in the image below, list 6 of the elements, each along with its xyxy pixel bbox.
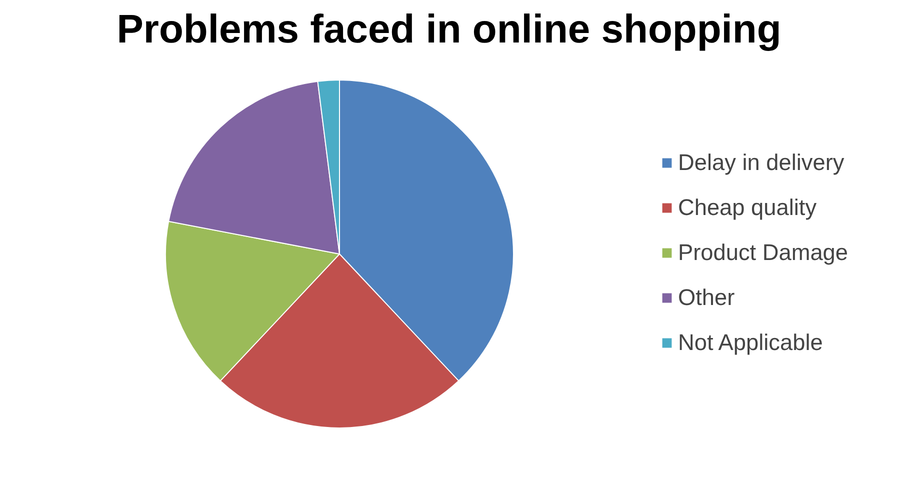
legend-label: Delay in delivery	[678, 149, 844, 176]
legend-label: Not Applicable	[678, 329, 823, 356]
legend-label: Cheap quality	[678, 194, 817, 221]
chart-title: Problems faced in online shopping	[116, 8, 782, 52]
legend-label: Other	[678, 284, 735, 311]
legend-label: Product Damage	[678, 239, 848, 266]
